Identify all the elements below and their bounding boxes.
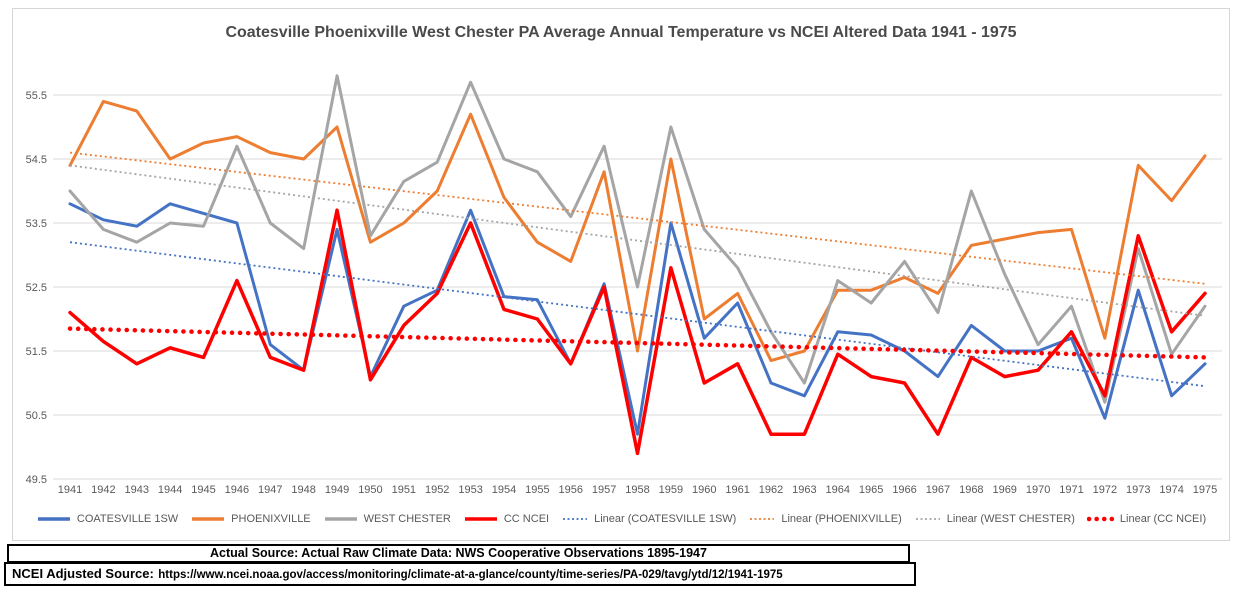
legend-item-linear-cc-ncei: Linear (CC NCEI) xyxy=(1086,513,1207,525)
source-box-ncei: NCEI Adjusted Source: https://www.ncei.n… xyxy=(4,562,916,586)
legend-label-phoenixville: PHOENIXVILLE xyxy=(231,513,311,525)
legend-swatch-linear-cc-ncei xyxy=(1086,516,1115,522)
legend-swatch-west-chester xyxy=(324,517,357,521)
legend-label-cc-ncei: CC NCEI xyxy=(503,513,550,525)
legend-item-west-chester: WEST CHESTER xyxy=(323,513,451,525)
legend-item-linear-west-chester: Linear (WEST CHESTER) xyxy=(914,513,1075,525)
legend-swatch-cc-ncei xyxy=(464,517,497,521)
legend-item-cc-ncei: CC NCEI xyxy=(463,513,549,525)
source-box-actual: Actual Source: Actual Raw Climate Data: … xyxy=(7,544,910,563)
legend-item-linear-coatesville-1sw: Linear (COATESVILLE 1SW) xyxy=(561,513,736,525)
source-ncei-url: https://www.ncei.noaa.gov/access/monitor… xyxy=(158,569,783,581)
legend-swatch-linear-phoenixville xyxy=(750,518,775,520)
source-actual-text: Actual Source: Actual Raw Climate Data: … xyxy=(210,546,707,560)
legend-item-linear-phoenixville: Linear (PHOENIXVILLE) xyxy=(748,513,902,525)
legend-swatch-coatesville-1sw xyxy=(37,517,70,521)
chart-frame xyxy=(12,8,1230,541)
legend-label-west-chester: WEST CHESTER xyxy=(363,513,451,525)
legend-swatch-linear-west-chester xyxy=(915,518,940,520)
legend-label-linear-west-chester: Linear (WEST CHESTER) xyxy=(946,513,1075,525)
legend-swatch-linear-coatesville-1sw xyxy=(563,518,588,520)
chart-title: Coatesville Phoenixville West Chester PA… xyxy=(225,24,1017,41)
legend-label-linear-cc-ncei: Linear (CC NCEI) xyxy=(1119,513,1207,525)
legend: COATESVILLE 1SW PHOENIXVILLE WEST CHESTER C… xyxy=(15,509,1227,529)
legend-swatch-phoenixville xyxy=(192,517,225,521)
legend-item-phoenixville: PHOENIXVILLE xyxy=(190,513,311,525)
source-ncei-label: NCEI Adjusted Source: xyxy=(12,566,154,581)
legend-label-linear-coatesville-1sw: Linear (COATESVILLE 1SW) xyxy=(594,513,737,525)
legend-item-coatesville-1sw: COATESVILLE 1SW xyxy=(36,513,178,525)
legend-label-linear-phoenixville: Linear (PHOENIXVILLE) xyxy=(781,513,902,525)
legend-label-coatesville-1sw: COATESVILLE 1SW xyxy=(76,513,179,525)
